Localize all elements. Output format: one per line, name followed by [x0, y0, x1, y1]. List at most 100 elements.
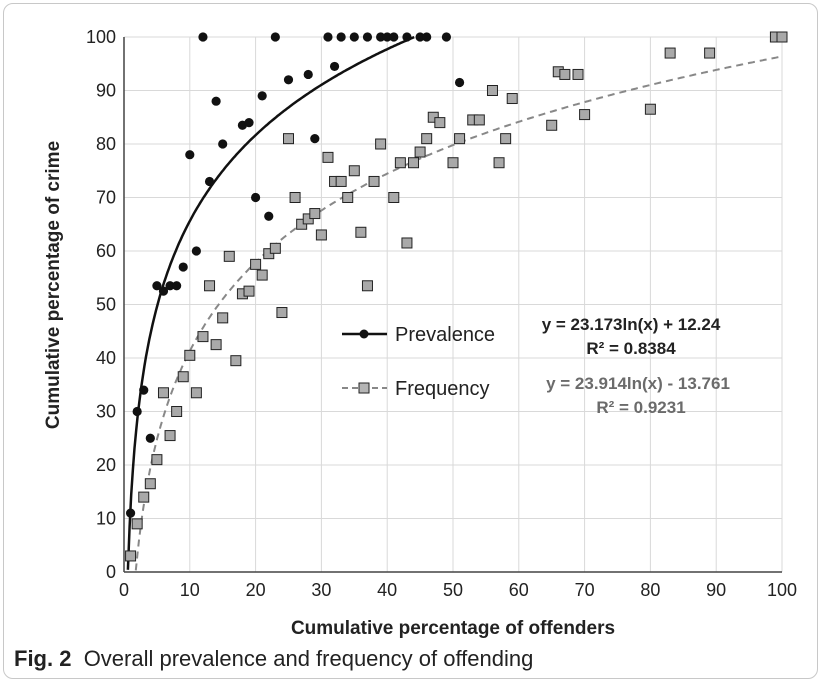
tick-labels: 0 10 20 30 40 50 60 70 80 90 100 0 10 20 30 40 50 60 70 80 9… [86, 27, 797, 600]
data-point-prevalence [211, 96, 221, 106]
data-point-frequency [283, 133, 294, 145]
y-tick-label: 20 [96, 455, 116, 475]
data-point-prevalence [204, 176, 215, 187]
data-point-frequency [269, 242, 281, 254]
data-point-frequency [486, 85, 498, 96]
legend: Prevalence Frequency [342, 324, 495, 400]
data-point-frequency [408, 157, 420, 169]
data-point-frequency [500, 133, 512, 145]
data-point-frequency [348, 165, 360, 177]
y-tick-label: 80 [96, 134, 116, 154]
data-point-frequency [776, 31, 788, 43]
data-point-frequency [322, 151, 334, 163]
data-point-frequency [434, 117, 446, 129]
prevalence-equation: y = 23.173ln(x) + 12.24 [542, 315, 721, 334]
data-point-prevalence [165, 281, 175, 291]
data-point-prevalence [376, 32, 386, 42]
data-point-frequency [204, 280, 216, 292]
data-point-frequency [309, 208, 321, 220]
data-point-frequency [394, 157, 406, 169]
data-point-prevalence [402, 32, 412, 42]
frequency-equation: y = 23.914ln(x) - 13.761 [546, 374, 730, 393]
data-point-frequency [164, 430, 176, 442]
data-point-prevalence [382, 32, 392, 42]
data-point-frequency [230, 355, 242, 367]
x-tick-label: 30 [311, 580, 331, 600]
y-tick-label: 50 [96, 295, 116, 315]
x-tick-label: 50 [443, 580, 463, 600]
data-point-frequency [151, 454, 163, 466]
data-point-frequency [664, 47, 676, 59]
legend-entry-frequency: Frequency [342, 378, 490, 400]
data-point-frequency [493, 157, 505, 169]
trendline-prevalence [126, 35, 415, 570]
data-points [125, 31, 788, 562]
data-point-frequency [276, 307, 288, 319]
data-point-frequency [125, 550, 137, 562]
data-point-frequency [157, 387, 169, 399]
scatter-chart: 0 10 20 30 40 50 60 70 80 90 100 0 10 20 30 40 50 60 70 80 9… [43, 27, 797, 639]
data-point-frequency [289, 192, 301, 203]
data-point-prevalence [158, 286, 169, 296]
data-point-prevalence [336, 32, 346, 42]
data-point-frequency [250, 258, 262, 270]
figure-label: Fig. 2 [14, 646, 72, 671]
data-point-frequency [579, 109, 591, 121]
x-tick-label: 0 [119, 580, 129, 600]
y-tick-label: 40 [96, 348, 116, 368]
data-point-frequency [256, 269, 268, 281]
data-point-frequency [704, 47, 716, 59]
data-point-prevalence [441, 32, 452, 42]
y-tick-label: 90 [96, 81, 116, 101]
data-point-prevalence [415, 32, 425, 42]
y-axis-label: Cumulative percentage of crime [43, 141, 64, 429]
data-point-frequency [361, 280, 373, 292]
data-point-prevalence [310, 134, 320, 144]
frequency-r2: R² = 0.9231 [596, 398, 685, 417]
data-point-frequency [355, 226, 367, 238]
data-point-prevalence [270, 32, 280, 42]
data-point-prevalence [349, 32, 359, 42]
figure-caption-text: Overall prevalence and frequency of offe… [83, 646, 534, 671]
x-tick-label: 90 [706, 580, 726, 600]
data-point-frequency [447, 157, 459, 169]
data-point-prevalence [139, 385, 149, 395]
figure-caption: Fig. 2 Overall prevalence and frequency … [14, 646, 533, 672]
data-point-prevalence [191, 246, 201, 256]
data-point-frequency [190, 387, 202, 399]
data-point-frequency [217, 312, 229, 324]
data-point-frequency [368, 175, 380, 187]
data-point-frequency [559, 68, 571, 80]
data-point-prevalence [185, 150, 195, 160]
data-point-frequency [197, 331, 209, 343]
data-point-prevalence [454, 77, 465, 88]
x-tick-label: 40 [377, 580, 397, 600]
data-point-frequency [421, 133, 433, 145]
data-point-prevalence [145, 433, 155, 443]
y-tick-label: 10 [96, 509, 116, 529]
data-point-frequency [144, 478, 156, 490]
data-point-frequency [335, 175, 347, 187]
data-point-frequency [243, 285, 255, 297]
legend-label-prevalence: Prevalence [395, 324, 495, 346]
data-point-prevalence [125, 508, 136, 518]
x-tick-label: 100 [767, 580, 797, 600]
data-point-prevalence [257, 91, 267, 101]
data-point-prevalence [132, 406, 142, 417]
axes [123, 37, 782, 573]
legend-entry-prevalence: Prevalence [342, 324, 495, 346]
data-point-frequency [184, 349, 196, 361]
data-point-prevalence [422, 32, 432, 42]
legend-label-frequency: Frequency [395, 378, 490, 400]
data-point-prevalence [152, 281, 162, 291]
x-tick-label: 60 [509, 580, 529, 600]
data-point-prevalence [329, 61, 340, 72]
x-tick-label: 10 [180, 580, 200, 600]
legend-swatch-frequency-marker [358, 382, 370, 394]
data-point-frequency [131, 518, 143, 530]
grid-lines [123, 36, 783, 573]
trendlines [126, 35, 781, 571]
y-tick-label: 100 [86, 27, 116, 47]
data-point-frequency [414, 146, 426, 158]
data-point-prevalence [389, 32, 399, 42]
